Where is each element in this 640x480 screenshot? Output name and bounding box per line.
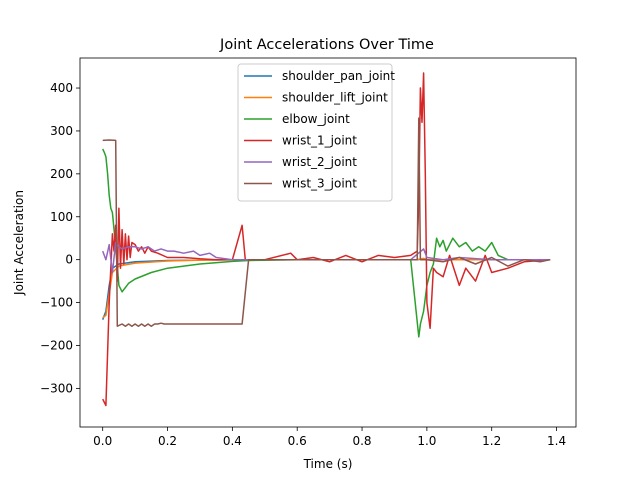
plot-frame [79, 57, 577, 428]
y-tick-label: 0 [65, 253, 73, 267]
legend-label: wrist_3_joint [282, 177, 357, 191]
y-tick-label: −300 [40, 381, 73, 395]
x-axis-label: Time (s) [303, 457, 353, 471]
y-axis-label: Joint Acceleration [12, 190, 26, 296]
legend-label: wrist_1_joint [282, 134, 357, 148]
y-tick-label: 400 [50, 81, 73, 95]
series-layer [101, 72, 551, 407]
y-axis: −300 −200 −100 0 100 200 300 400 [40, 81, 80, 395]
x-tick-label: 0.2 [158, 434, 177, 448]
x-tick-label: 0.4 [223, 434, 242, 448]
chart-title: Joint Accelerations Over Time [219, 37, 434, 53]
series-line-wrist-2-joint [101, 241, 551, 274]
y-tick-label: 200 [50, 167, 73, 181]
x-tick-label: 1.2 [482, 434, 501, 448]
legend-box [237, 63, 393, 202]
x-tick-label: 1.4 [547, 434, 566, 448]
y-tick-label: −200 [40, 338, 73, 352]
x-tick-label: 0.6 [288, 434, 307, 448]
legend-label: wrist_2_joint [282, 155, 357, 169]
legend: shoulder_pan_joint shoulder_lift_jointelb… [237, 63, 395, 202]
x-axis: 0.0 0.2 0.4 0.6 0.8 1.0 1.2 1.4 [93, 427, 566, 448]
series-line-wrist-3-joint [102, 117, 551, 327]
legend-label: elbow_joint [282, 112, 350, 126]
x-tick-label: 1.0 [417, 434, 436, 448]
legend-label: shoulder_pan_joint [282, 69, 395, 83]
y-tick-label: 300 [50, 124, 73, 138]
legend-label: shoulder_lift_joint [282, 91, 388, 105]
y-tick-label: 100 [50, 210, 73, 224]
y-tick-label: −100 [40, 296, 73, 310]
x-tick-label: 0.8 [352, 434, 371, 448]
x-tick-label: 0.0 [93, 434, 112, 448]
